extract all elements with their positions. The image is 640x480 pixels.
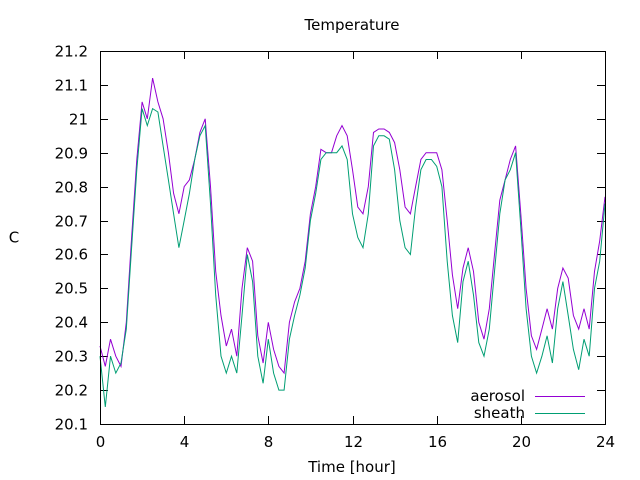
x-tick-label: 16 (428, 433, 447, 451)
y-tick-label: 20.1 (55, 416, 88, 434)
x-tick-label: 24 (596, 433, 615, 451)
y-tick-label: 20.3 (55, 348, 88, 366)
y-tick-label: 21.1 (55, 77, 88, 95)
plot-frame (100, 51, 606, 425)
x-tick-label: 0 (96, 433, 106, 451)
series-line-sheath (99, 107, 606, 408)
x-axis-label: Time [hour] (307, 458, 396, 476)
series-line-aerosol (99, 77, 606, 375)
legend-label-sheath: sheath (474, 404, 525, 422)
x-tick-label: 8 (264, 433, 274, 451)
y-tick-label: 20.2 (55, 382, 88, 400)
legend-label-aerosol: aerosol (470, 387, 525, 405)
y-tick-label: 21.2 (55, 43, 88, 61)
x-tick-label: 12 (344, 433, 363, 451)
series-lines (99, 77, 606, 408)
chart-title: Temperature (303, 16, 399, 34)
y-tick-label: 20.9 (55, 145, 88, 163)
x-tick-label: 20 (512, 433, 531, 451)
y-tick-label: 20.7 (55, 213, 88, 231)
y-tick-label: 21 (69, 111, 88, 129)
y-tick-label: 20.8 (55, 179, 88, 197)
axis-ticks: 20.1 20.2 20.3 20.4 20.5 20.6 20.7 20.8 20.9 21 21… (55, 43, 615, 452)
x-tick-label: 4 (180, 433, 190, 451)
y-axis-label: C (9, 229, 19, 247)
y-tick-label: 20.6 (55, 246, 88, 264)
y-tick-label: 20.4 (55, 314, 88, 332)
y-tick-label: 20.5 (55, 280, 88, 298)
